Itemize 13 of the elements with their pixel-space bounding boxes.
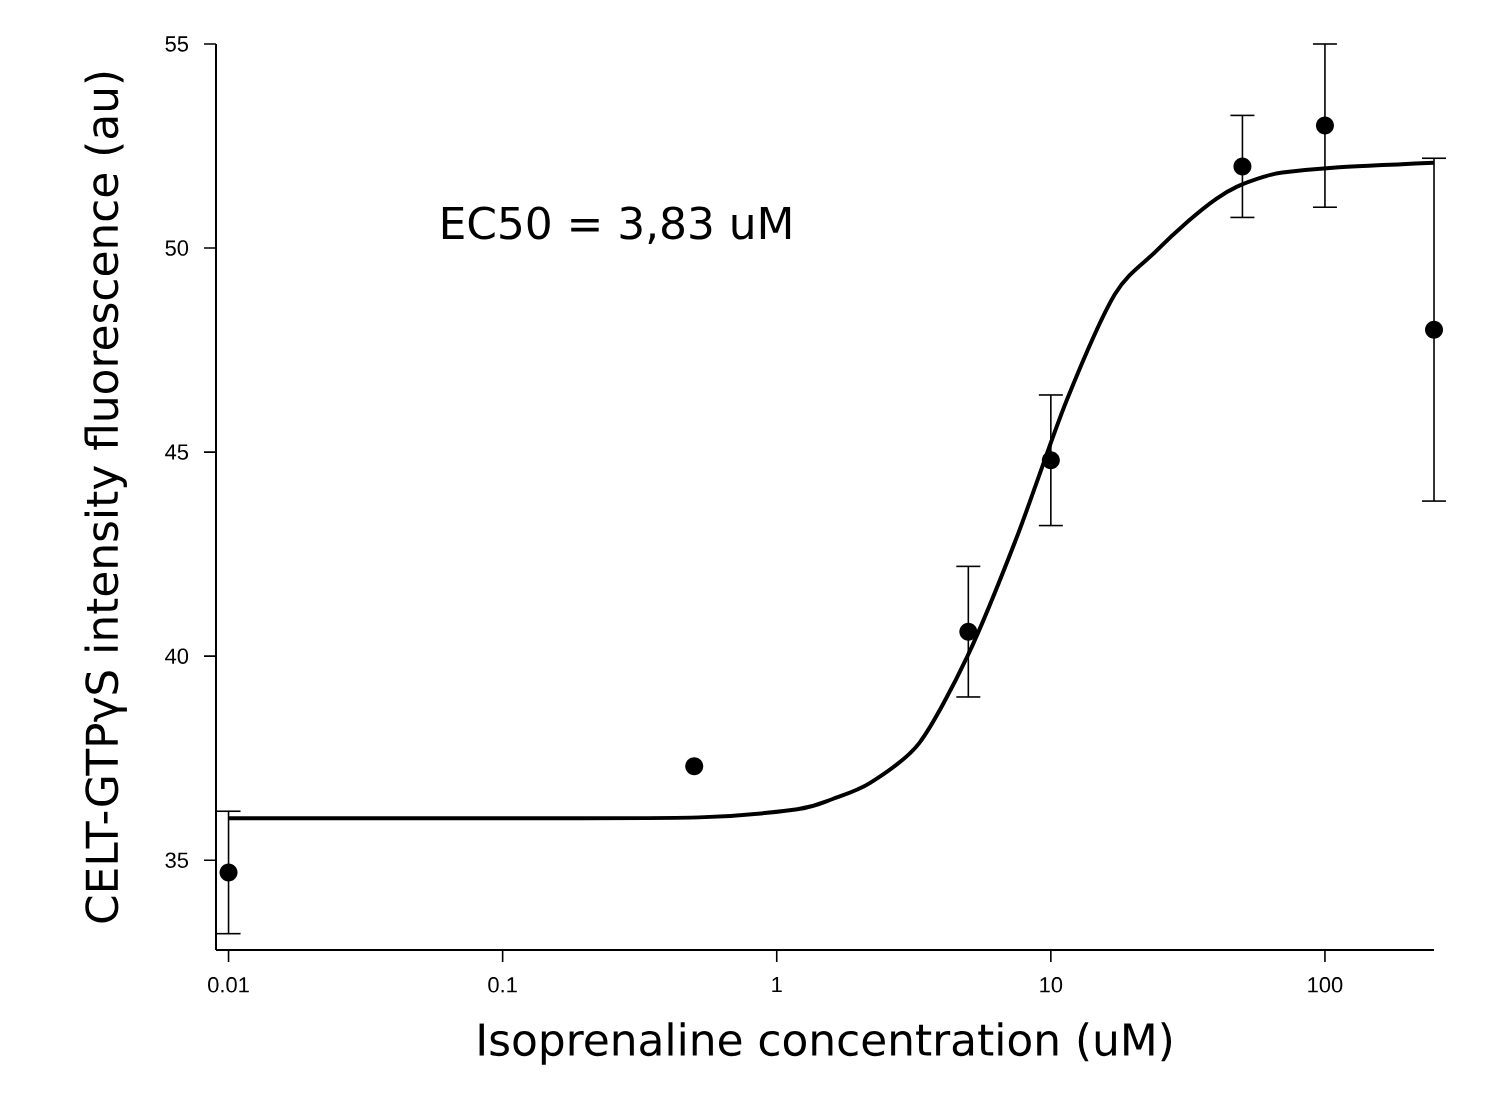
x-tick-label: 100: [1308, 977, 1343, 993]
x-tick-label: 10: [1040, 977, 1063, 993]
y-tick-label: 55: [165, 36, 189, 52]
y-tick-label: 35: [165, 852, 189, 868]
x-tick-label: 1: [772, 977, 782, 993]
y-axis-title: CELT-GTPγS intensity fluorescence (au): [84, 72, 127, 923]
y-tick-label: 45: [165, 444, 189, 460]
y-tick-label: 40: [165, 648, 189, 664]
x-axis-title: Isoprenaline concentration (uM): [479, 1022, 1172, 1065]
y-tick-label: 50: [165, 240, 189, 256]
annotation: EC50 = 3,83 uM: [442, 206, 791, 244]
x-tick-label: 0.01: [208, 977, 249, 993]
x-tick-label: 0.1: [488, 977, 517, 993]
